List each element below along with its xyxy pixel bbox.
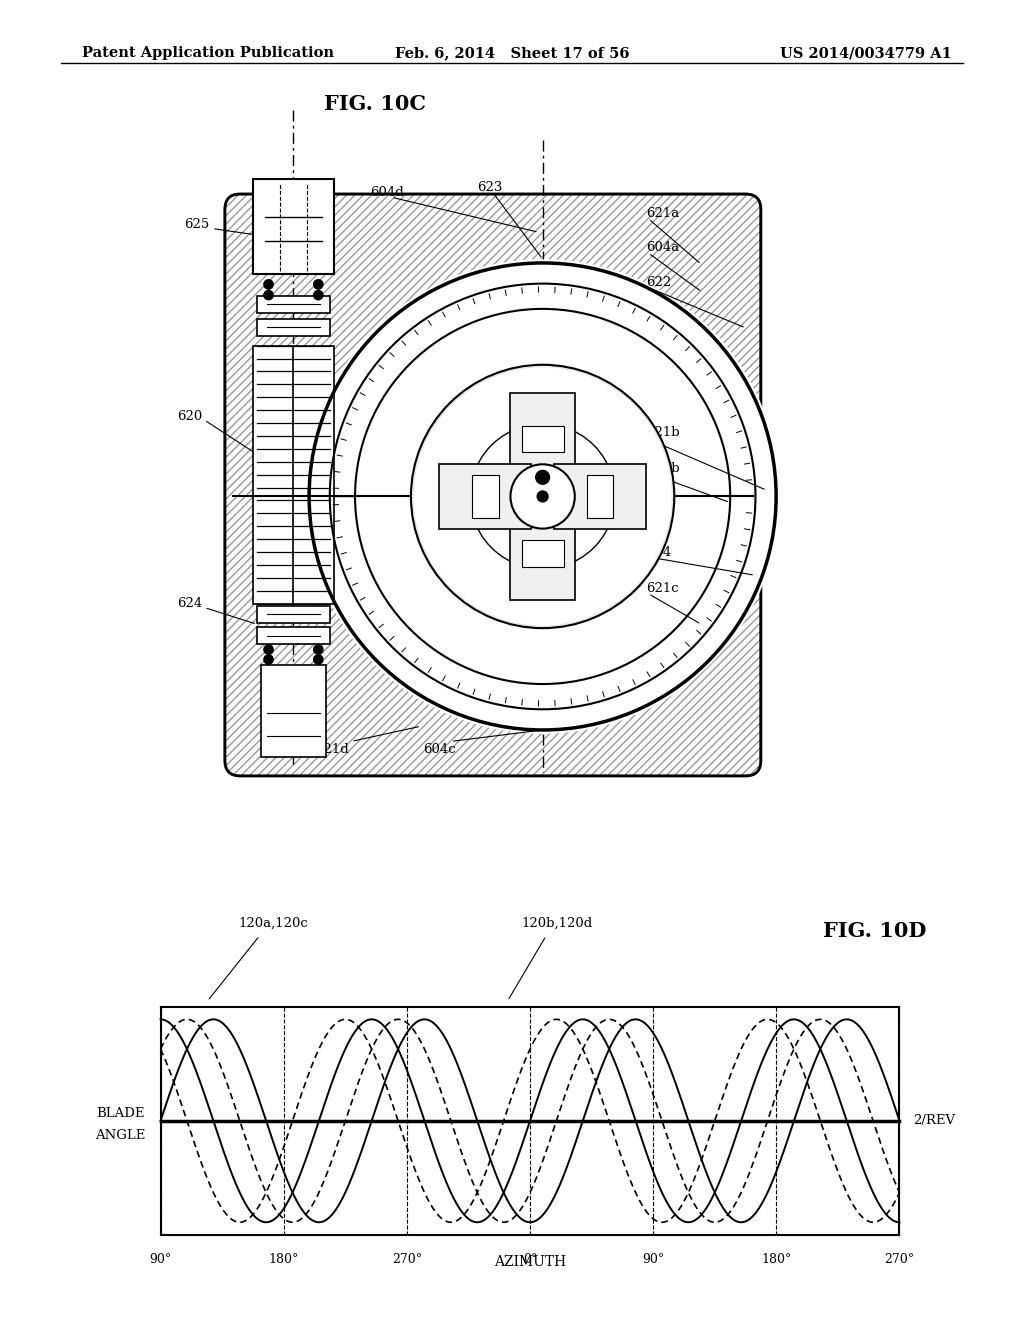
Bar xyxy=(510,393,575,484)
Circle shape xyxy=(511,465,574,528)
Circle shape xyxy=(313,644,324,655)
Circle shape xyxy=(263,290,273,301)
Text: 604d: 604d xyxy=(371,186,404,199)
Text: 120b,120d: 120b,120d xyxy=(521,917,593,931)
Circle shape xyxy=(411,364,675,628)
Text: 604a: 604a xyxy=(646,242,679,255)
Text: 621b: 621b xyxy=(646,426,680,440)
Text: 270°: 270° xyxy=(885,1253,914,1266)
Text: 90°: 90° xyxy=(150,1253,172,1266)
Text: 2/REV: 2/REV xyxy=(913,1114,955,1127)
Bar xyxy=(253,346,334,603)
Text: 270°: 270° xyxy=(392,1253,422,1266)
Text: 604b: 604b xyxy=(646,462,680,475)
FancyBboxPatch shape xyxy=(225,194,761,776)
Text: 625: 625 xyxy=(184,218,210,231)
Text: BLADE: BLADE xyxy=(96,1107,144,1121)
Circle shape xyxy=(263,279,273,290)
Text: AZIMUTH: AZIMUTH xyxy=(494,1255,566,1269)
Circle shape xyxy=(313,655,324,665)
Text: 604: 604 xyxy=(646,546,671,558)
Bar xyxy=(439,463,531,529)
Circle shape xyxy=(263,655,273,665)
Text: FIG. 10D: FIG. 10D xyxy=(823,921,927,941)
Bar xyxy=(257,606,330,623)
Text: 90°: 90° xyxy=(642,1253,665,1266)
Text: Patent Application Publication: Patent Application Publication xyxy=(82,46,334,61)
Circle shape xyxy=(313,279,324,290)
Circle shape xyxy=(313,290,324,301)
Text: 621a: 621a xyxy=(646,207,679,219)
Text: FIG. 10C: FIG. 10C xyxy=(325,94,426,114)
Circle shape xyxy=(414,367,672,626)
Bar xyxy=(521,425,563,453)
Text: 620: 620 xyxy=(177,409,202,422)
Bar xyxy=(510,508,575,599)
Text: US 2014/0034779 A1: US 2014/0034779 A1 xyxy=(780,46,952,61)
Text: 624: 624 xyxy=(177,597,202,610)
Bar xyxy=(472,475,499,517)
Bar xyxy=(587,475,613,517)
Circle shape xyxy=(305,259,780,734)
Text: 622: 622 xyxy=(646,276,671,289)
Text: 180°: 180° xyxy=(761,1253,792,1266)
Circle shape xyxy=(536,470,550,484)
Bar xyxy=(257,319,330,335)
Bar xyxy=(554,463,646,529)
Bar xyxy=(521,540,563,568)
Text: 621c: 621c xyxy=(646,582,679,595)
Bar xyxy=(257,627,330,644)
Text: Feb. 6, 2014   Sheet 17 of 56: Feb. 6, 2014 Sheet 17 of 56 xyxy=(394,46,630,61)
Circle shape xyxy=(537,490,549,503)
Text: 623: 623 xyxy=(477,181,503,194)
Text: 180°: 180° xyxy=(268,1253,299,1266)
Text: 621d: 621d xyxy=(315,743,349,755)
Bar xyxy=(257,296,330,313)
Text: 604c: 604c xyxy=(423,743,456,755)
Bar xyxy=(253,178,334,275)
Bar xyxy=(261,665,326,756)
Text: 120a,120c: 120a,120c xyxy=(239,917,308,931)
Text: ANGLE: ANGLE xyxy=(95,1129,145,1142)
Circle shape xyxy=(263,644,273,655)
Text: 0°: 0° xyxy=(523,1253,538,1266)
